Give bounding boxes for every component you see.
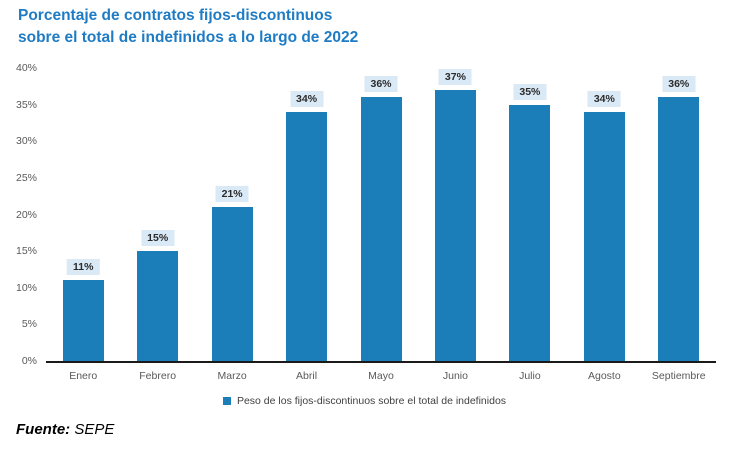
source-name: SEPE [70,421,115,438]
y-axis-tick-label: 40% [15,62,37,74]
bar-abril [286,111,328,361]
chart-title: Porcentaje de contratos fijos-discontinu… [18,5,358,49]
source-line: Fuente: SEPE [16,421,114,438]
bar-mayo [360,97,402,361]
x-axis-label-enero: Enero [69,370,98,382]
y-axis-tick-label: 0% [21,355,37,367]
x-axis-label-marzo: Marzo [217,370,247,382]
bar-febrero [137,251,179,361]
source-prefix: Fuente: [16,421,71,438]
data-label-febrero: 15% [141,230,175,247]
bar-agosto [583,111,625,361]
chart-title-line-2: sobre el total de indefinidos a lo largo… [18,29,359,46]
x-axis-label-mayo: Mayo [368,370,394,382]
data-label-junio: 37% [438,68,472,85]
y-axis-tick-label: 5% [21,318,37,331]
bar-julio [509,104,551,361]
data-label-abril: 34% [290,90,324,107]
bar-junio [434,89,476,361]
data-label-agosto: 34% [587,90,621,107]
data-label-enero: 11% [67,259,100,276]
x-axis-label-febrero: Febrero [139,370,177,382]
x-axis-label-agosto: Agosto [587,370,621,382]
y-axis-tick-label: 10% [15,281,37,294]
y-axis-tick-label: 20% [15,208,37,221]
x-axis-label-julio: Julio [519,370,541,382]
data-label-marzo: 21% [215,186,249,203]
y-axis-tick-label: 15% [15,245,37,258]
data-label-mayo: 36% [364,76,398,93]
y-axis-tick-label: 30% [15,135,37,148]
bar-enero [62,280,104,361]
data-label-septiembre: 36% [662,76,696,93]
legend-swatch-icon [222,397,231,405]
chart-title-line-1: Porcentaje de contratos fijos-discontinu… [18,7,333,24]
y-axis-tick-label: 35% [15,98,37,111]
chart-legend: Peso de los fijos-discontinuos sobre el … [0,395,729,407]
plot-area: 0% 5% 10% 15% 20% 25% 30% 35% 40% 11% Enero 15% Febr… [16,62,716,382]
x-axis-label-septiembre: Septiembre [651,370,706,382]
bar-septiembre [658,97,700,361]
x-axis-label-junio: Junio [442,370,468,382]
y-axis-tick-label: 25% [15,171,37,184]
legend-label: Peso de los fijos-discontinuos sobre el … [236,395,507,407]
data-label-julio: 35% [513,83,547,100]
x-axis-label-abril: Abril [296,370,318,382]
bar-marzo [211,207,253,361]
